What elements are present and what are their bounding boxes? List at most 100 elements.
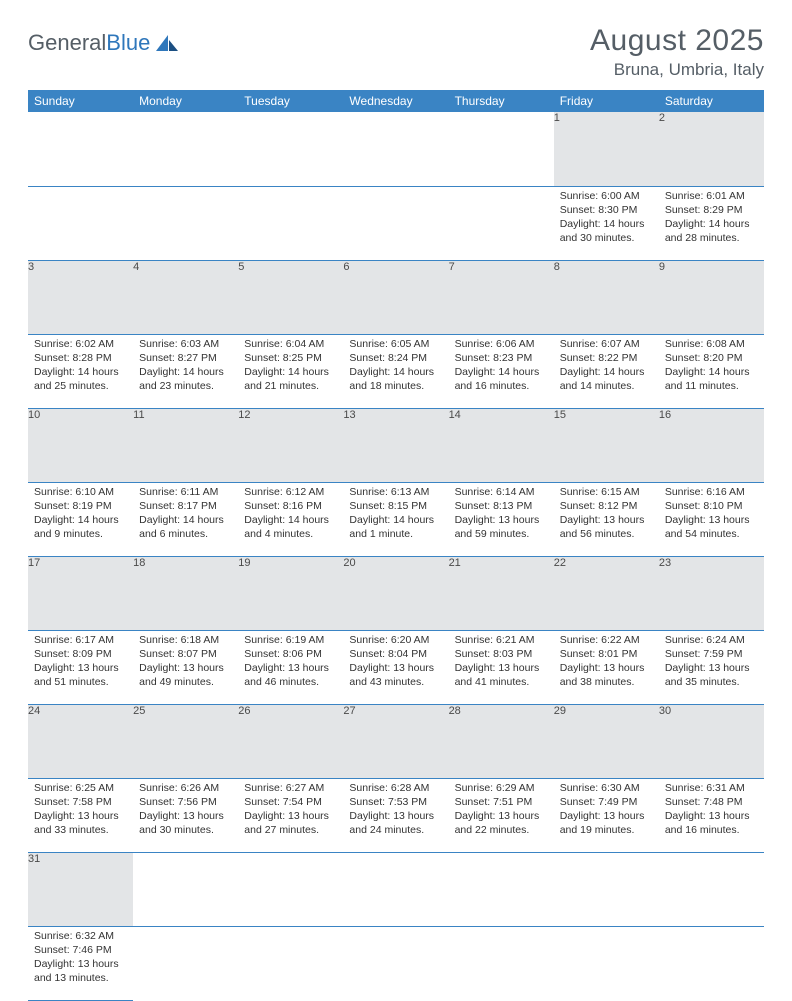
weekday-header: Friday: [554, 90, 659, 112]
sunset-text: Sunset: 8:15 PM: [349, 499, 442, 513]
day-cell: Sunrise: 6:27 AMSunset: 7:54 PMDaylight:…: [238, 778, 343, 852]
weekday-header: Monday: [133, 90, 238, 112]
empty-cell: [28, 186, 133, 260]
sunrise-text: Sunrise: 6:07 AM: [560, 337, 653, 351]
weekday-header: Tuesday: [238, 90, 343, 112]
sunrise-text: Sunrise: 6:32 AM: [34, 929, 127, 943]
daylight-text: Daylight: 14 hours and 25 minutes.: [34, 365, 127, 393]
daylight-text: Daylight: 14 hours and 11 minutes.: [665, 365, 758, 393]
empty-cell: [238, 112, 343, 186]
day-cell: Sunrise: 6:29 AMSunset: 7:51 PMDaylight:…: [449, 778, 554, 852]
empty-cell: [343, 112, 448, 186]
sunset-text: Sunset: 7:59 PM: [665, 647, 758, 661]
sunset-text: Sunset: 8:07 PM: [139, 647, 232, 661]
empty-cell: [28, 112, 133, 186]
day-number: 25: [133, 704, 238, 778]
daylight-text: Daylight: 13 hours and 46 minutes.: [244, 661, 337, 689]
daylight-text: Daylight: 14 hours and 4 minutes.: [244, 513, 337, 541]
day-cell: Sunrise: 6:08 AMSunset: 8:20 PMDaylight:…: [659, 334, 764, 408]
daylight-text: Daylight: 14 hours and 14 minutes.: [560, 365, 653, 393]
sunrise-text: Sunrise: 6:14 AM: [455, 485, 548, 499]
sunrise-text: Sunrise: 6:11 AM: [139, 485, 232, 499]
day-cell: Sunrise: 6:11 AMSunset: 8:17 PMDaylight:…: [133, 482, 238, 556]
day-cell: Sunrise: 6:04 AMSunset: 8:25 PMDaylight:…: [238, 334, 343, 408]
day-body: Sunrise: 6:02 AMSunset: 8:28 PMDaylight:…: [28, 335, 133, 398]
sunset-text: Sunset: 8:20 PM: [665, 351, 758, 365]
daylight-text: Daylight: 14 hours and 23 minutes.: [139, 365, 232, 393]
daylight-text: Daylight: 14 hours and 6 minutes.: [139, 513, 232, 541]
sunset-text: Sunset: 8:22 PM: [560, 351, 653, 365]
day-number: 29: [554, 704, 659, 778]
day-body: Sunrise: 6:27 AMSunset: 7:54 PMDaylight:…: [238, 779, 343, 842]
day-body: Sunrise: 6:13 AMSunset: 8:15 PMDaylight:…: [343, 483, 448, 546]
empty-cell: [449, 112, 554, 186]
sunset-text: Sunset: 8:09 PM: [34, 647, 127, 661]
day-number: 8: [554, 260, 659, 334]
day-cell: Sunrise: 6:01 AMSunset: 8:29 PMDaylight:…: [659, 186, 764, 260]
day-number: 3: [28, 260, 133, 334]
day-cell: Sunrise: 6:00 AMSunset: 8:30 PMDaylight:…: [554, 186, 659, 260]
daylight-text: Daylight: 13 hours and 30 minutes.: [139, 809, 232, 837]
sunset-text: Sunset: 8:16 PM: [244, 499, 337, 513]
daylight-text: Daylight: 14 hours and 21 minutes.: [244, 365, 337, 393]
sunset-text: Sunset: 8:10 PM: [665, 499, 758, 513]
daylight-text: Daylight: 13 hours and 24 minutes.: [349, 809, 442, 837]
day-body: Sunrise: 6:04 AMSunset: 8:25 PMDaylight:…: [238, 335, 343, 398]
day-number-row: 12: [28, 112, 764, 186]
day-body-row: Sunrise: 6:17 AMSunset: 8:09 PMDaylight:…: [28, 630, 764, 704]
day-cell: Sunrise: 6:06 AMSunset: 8:23 PMDaylight:…: [449, 334, 554, 408]
day-number: 20: [343, 556, 448, 630]
day-body-row: Sunrise: 6:00 AMSunset: 8:30 PMDaylight:…: [28, 186, 764, 260]
day-body: Sunrise: 6:15 AMSunset: 8:12 PMDaylight:…: [554, 483, 659, 546]
day-body: Sunrise: 6:12 AMSunset: 8:16 PMDaylight:…: [238, 483, 343, 546]
day-body: Sunrise: 6:32 AMSunset: 7:46 PMDaylight:…: [28, 927, 133, 990]
location: Bruna, Umbria, Italy: [590, 60, 764, 80]
sunset-text: Sunset: 7:56 PM: [139, 795, 232, 809]
weekday-header: Sunday: [28, 90, 133, 112]
day-number: 11: [133, 408, 238, 482]
day-number: 18: [133, 556, 238, 630]
empty-cell: [238, 852, 343, 926]
sunrise-text: Sunrise: 6:12 AM: [244, 485, 337, 499]
empty-cell: [449, 852, 554, 926]
sunrise-text: Sunrise: 6:08 AM: [665, 337, 758, 351]
sunrise-text: Sunrise: 6:24 AM: [665, 633, 758, 647]
sunset-text: Sunset: 8:04 PM: [349, 647, 442, 661]
day-number: 21: [449, 556, 554, 630]
day-number: 19: [238, 556, 343, 630]
day-cell: Sunrise: 6:30 AMSunset: 7:49 PMDaylight:…: [554, 778, 659, 852]
day-cell: Sunrise: 6:26 AMSunset: 7:56 PMDaylight:…: [133, 778, 238, 852]
day-cell: Sunrise: 6:13 AMSunset: 8:15 PMDaylight:…: [343, 482, 448, 556]
sunset-text: Sunset: 8:28 PM: [34, 351, 127, 365]
day-body: Sunrise: 6:16 AMSunset: 8:10 PMDaylight:…: [659, 483, 764, 546]
sunset-text: Sunset: 8:06 PM: [244, 647, 337, 661]
day-body: Sunrise: 6:26 AMSunset: 7:56 PMDaylight:…: [133, 779, 238, 842]
empty-cell: [133, 186, 238, 260]
daylight-text: Daylight: 13 hours and 54 minutes.: [665, 513, 758, 541]
sunset-text: Sunset: 7:49 PM: [560, 795, 653, 809]
day-number: 27: [343, 704, 448, 778]
daylight-text: Daylight: 14 hours and 16 minutes.: [455, 365, 548, 393]
day-body: Sunrise: 6:00 AMSunset: 8:30 PMDaylight:…: [554, 187, 659, 250]
day-cell: Sunrise: 6:16 AMSunset: 8:10 PMDaylight:…: [659, 482, 764, 556]
daylight-text: Daylight: 13 hours and 22 minutes.: [455, 809, 548, 837]
day-body: Sunrise: 6:19 AMSunset: 8:06 PMDaylight:…: [238, 631, 343, 694]
sunset-text: Sunset: 8:23 PM: [455, 351, 548, 365]
sunset-text: Sunset: 8:25 PM: [244, 351, 337, 365]
day-cell: Sunrise: 6:19 AMSunset: 8:06 PMDaylight:…: [238, 630, 343, 704]
day-number: 17: [28, 556, 133, 630]
day-body: Sunrise: 6:03 AMSunset: 8:27 PMDaylight:…: [133, 335, 238, 398]
day-cell: Sunrise: 6:10 AMSunset: 8:19 PMDaylight:…: [28, 482, 133, 556]
page: GeneralBlue August 2025 Bruna, Umbria, I…: [0, 0, 792, 1001]
day-cell: Sunrise: 6:14 AMSunset: 8:13 PMDaylight:…: [449, 482, 554, 556]
day-cell: Sunrise: 6:22 AMSunset: 8:01 PMDaylight:…: [554, 630, 659, 704]
day-number: 28: [449, 704, 554, 778]
day-cell: Sunrise: 6:07 AMSunset: 8:22 PMDaylight:…: [554, 334, 659, 408]
sunset-text: Sunset: 7:58 PM: [34, 795, 127, 809]
weekday-header: Wednesday: [343, 90, 448, 112]
sunrise-text: Sunrise: 6:16 AM: [665, 485, 758, 499]
day-number: 30: [659, 704, 764, 778]
sunset-text: Sunset: 8:03 PM: [455, 647, 548, 661]
sunset-text: Sunset: 7:46 PM: [34, 943, 127, 957]
day-body: Sunrise: 6:05 AMSunset: 8:24 PMDaylight:…: [343, 335, 448, 398]
